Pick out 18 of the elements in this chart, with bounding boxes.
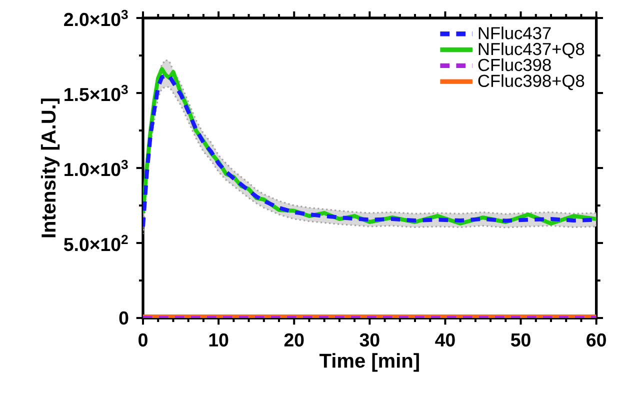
legend-label: NFluc437+Q8 — [478, 42, 584, 58]
x-axis-title: Time [min] — [320, 353, 419, 372]
x-tick-label: 0 — [138, 333, 148, 347]
y-axis-title: Intensity [A.U.] — [40, 98, 60, 238]
x-tick-label: 20 — [284, 333, 304, 347]
y-tick-label: 1.5×10$^{3}$ — [64, 84, 128, 102]
legend-label: NFluc437 — [478, 26, 551, 40]
x-tick-label: 60 — [586, 333, 606, 347]
legend-label: CFluc398 — [478, 58, 551, 72]
y-tick-label: 5.0×10$^{2}$ — [64, 234, 128, 252]
x-tick-label: 40 — [435, 333, 455, 347]
x-tick-label: 30 — [360, 333, 380, 347]
y-tick-label: 2.0×10$^{3}$ — [64, 10, 128, 26]
y-tick-label: 0 — [119, 311, 128, 325]
legend-label: CFluc398+Q8 — [478, 74, 584, 90]
y-tick-label: 1.0×10$^{3}$ — [64, 160, 128, 176]
x-tick-label: 50 — [510, 333, 530, 347]
x-tick-label: 10 — [209, 333, 228, 347]
